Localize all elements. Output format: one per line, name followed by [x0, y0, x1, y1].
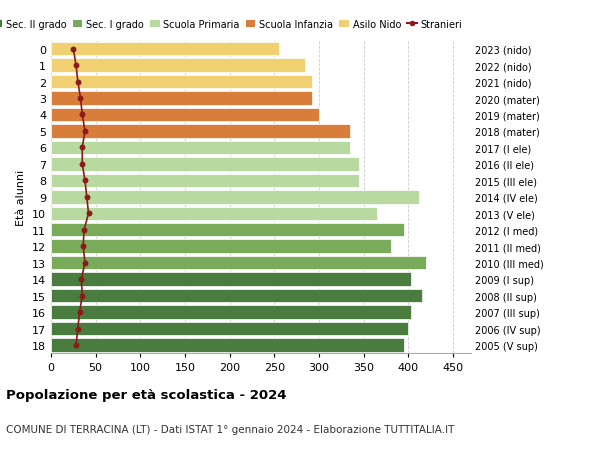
Point: [77, 161, 87, 168]
Legend: Sec. II grado, Sec. I grado, Scuola Primaria, Scuola Infanzia, Asilo Nido, Stran: Sec. II grado, Sec. I grado, Scuola Prim…: [0, 16, 466, 34]
Bar: [51, 76, 312, 89]
Point: [80, 128, 90, 135]
Bar: [51, 224, 404, 237]
Point: [80, 259, 90, 267]
Text: Popolazione per età scolastica - 2024: Popolazione per età scolastica - 2024: [6, 388, 287, 401]
Bar: [51, 273, 411, 286]
Bar: [51, 322, 409, 336]
Bar: [51, 43, 279, 56]
Bar: [51, 108, 319, 122]
Point: [82, 194, 92, 201]
Bar: [51, 256, 427, 270]
Point: [79, 227, 89, 234]
Bar: [51, 125, 350, 139]
Bar: [51, 190, 419, 204]
Point: [75, 309, 85, 316]
Bar: [51, 92, 312, 106]
Bar: [51, 141, 350, 155]
Bar: [51, 158, 359, 171]
Bar: [51, 240, 391, 253]
Bar: [51, 289, 422, 302]
Point: [77, 292, 87, 300]
Point: [71, 341, 81, 349]
Point: [84, 210, 94, 218]
Point: [77, 145, 87, 152]
Point: [77, 112, 87, 119]
Bar: [51, 306, 411, 319]
Point: [73, 325, 83, 332]
Point: [77, 276, 86, 283]
Point: [80, 177, 90, 185]
Point: [79, 243, 88, 250]
Bar: [51, 59, 305, 73]
Point: [76, 95, 85, 102]
Bar: [51, 174, 359, 188]
Y-axis label: Età alunni: Età alunni: [16, 169, 26, 225]
Point: [68, 46, 78, 53]
Text: COMUNE DI TERRACINA (LT) - Dati ISTAT 1° gennaio 2024 - Elaborazione TUTTITALIA.: COMUNE DI TERRACINA (LT) - Dati ISTAT 1°…: [6, 425, 454, 435]
Point: [73, 78, 83, 86]
Bar: [51, 338, 404, 352]
Bar: [51, 207, 377, 220]
Point: [71, 62, 81, 70]
